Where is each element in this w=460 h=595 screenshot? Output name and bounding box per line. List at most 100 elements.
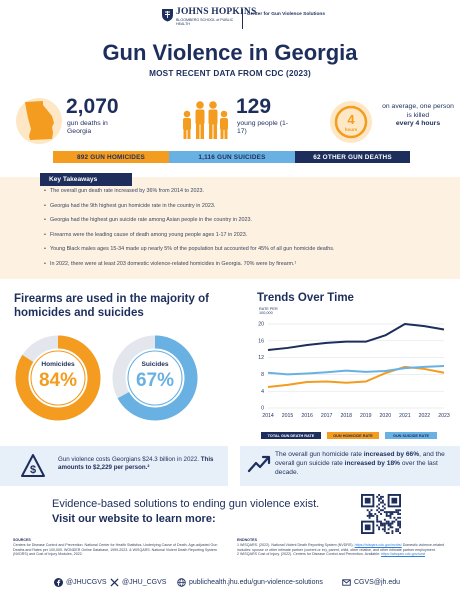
trend-panel <box>240 446 460 486</box>
x-tick-label: 2016 <box>301 413 313 419</box>
cost-statement: Gun violence costs Georgians $24.3 billi… <box>58 456 200 463</box>
qr-module <box>387 528 390 531</box>
university-name: JOHNS HOPKINS <box>176 7 257 17</box>
endnotes-heading: ENDNOTES <box>237 538 257 542</box>
globe-icon <box>177 578 186 587</box>
qr-module <box>385 514 388 517</box>
qr-module <box>383 503 386 506</box>
qr-module <box>397 511 400 514</box>
gun-deaths-breakdown-bar: 892 GUN HOMICIDES 1,116 GUN SUICIDES 62 … <box>53 151 410 163</box>
qr-module <box>387 524 390 527</box>
qr-module <box>395 511 398 514</box>
qr-module <box>381 495 384 498</box>
qr-module <box>378 528 381 531</box>
qr-module <box>376 516 379 519</box>
qr-module <box>389 526 392 529</box>
takeaway-item: Firearms were the leading cause of death… <box>44 232 444 247</box>
qr-module <box>399 522 401 525</box>
qr-module <box>368 516 371 519</box>
donut-fill <box>15 335 101 421</box>
trends-line-chart: 0 4 8 12 16 20 2014 2015 2016 2017 2018 2019 2020 202… <box>258 322 450 419</box>
footer-x[interactable]: @JHU_CGVS <box>110 578 166 587</box>
qr-module <box>374 513 377 515</box>
qr-module <box>383 522 386 525</box>
trend-text-mid: , and the overall gun suicide rate <box>275 451 445 467</box>
qr-module <box>389 516 392 519</box>
facebook-handle: @JHUCGVS <box>66 579 107 586</box>
qr-module <box>399 524 401 527</box>
qr-module <box>397 524 400 527</box>
qr-finder-core <box>391 497 398 504</box>
key-takeaways-heading: Key Takeaways <box>40 173 132 186</box>
y-tick-label: 16 <box>258 338 264 344</box>
qr-module <box>376 518 379 521</box>
homicides-label: Homicides <box>41 361 75 368</box>
svg-text:$: $ <box>30 464 36 476</box>
qr-module <box>385 513 388 515</box>
endnotes-text: 1 WISQARS. (2022). National Violent Deat… <box>237 543 449 557</box>
gun-deaths-value: 2,070 <box>66 95 119 118</box>
other-deaths-segment: 62 OTHER GUN DEATHS <box>295 151 410 163</box>
donut-fill <box>112 335 198 421</box>
qr-module <box>399 526 401 529</box>
qr-module <box>387 514 390 517</box>
qr-module <box>370 509 373 512</box>
key-takeaways-list: The overall gun death rate increased by … <box>44 188 444 275</box>
email-address: CGVS@jh.edu <box>354 579 401 586</box>
takeaway-item: Georgia had the highest gun suicide rate… <box>44 217 444 232</box>
qr-module <box>380 524 382 527</box>
clock-value: 4 <box>347 112 355 127</box>
trend-up-icon <box>247 455 271 473</box>
qr-module <box>376 495 379 498</box>
qr-module <box>387 532 390 534</box>
endnote-2: 2 WISQARS Cost of Injury. (2022). Center… <box>237 552 381 557</box>
young-deaths-value: 129 <box>236 95 272 118</box>
qr-module <box>366 514 369 517</box>
qr-module <box>366 509 369 512</box>
footer-website[interactable]: publichealth.jhu.edu/gun-violence-soluti… <box>177 578 323 587</box>
takeaway-item: The overall gun death rate increased by … <box>44 188 444 203</box>
x-tick-label: 2023 <box>438 413 450 419</box>
endnote-2-link[interactable]: https://wisqars.cdc.gov/cost <box>381 552 426 557</box>
email-icon <box>342 579 351 586</box>
legend-suicide-rate: GUN SUICIDE RATE <box>385 432 437 439</box>
endnote-1: 1 WISQARS. (2022). National Violent Deat… <box>237 543 354 547</box>
trends-y-units: RATE PER 100,000 <box>259 307 278 316</box>
qr-module <box>383 528 386 531</box>
x-tick-label: 2020 <box>380 413 392 419</box>
qr-module <box>378 526 381 529</box>
qr-module <box>387 520 390 523</box>
y-tick-label: 12 <box>258 355 264 361</box>
homicides-percent: 84% <box>38 370 78 391</box>
suicides-percent: 67% <box>135 370 175 391</box>
qr-module <box>381 528 384 531</box>
every-text: on average, one person is killed <box>382 103 454 119</box>
website-qr-code[interactable] <box>361 494 401 534</box>
footer-facebook[interactable]: @JHUCGVS <box>54 578 107 587</box>
sources-heading: SOURCES <box>13 538 31 542</box>
qr-module <box>380 513 382 515</box>
cost-text: Gun violence costs Georgians $24.3 billi… <box>58 456 223 472</box>
trend-text: The overall gun homicide rate increased … <box>275 451 453 477</box>
firearms-share-donuts <box>15 335 198 421</box>
firearms-share-heading: Firearms are used in the majority of hom… <box>14 293 209 319</box>
every-4-hours-text: on average, one person is killed every 4… <box>381 103 455 129</box>
endnote-1-link[interactable]: https://wisqars.cdc.gov/nvdrs/ <box>354 543 402 547</box>
qr-module <box>399 513 401 515</box>
trend-text-post: over the last decade. <box>275 459 438 476</box>
website-url: publichealth.jhu.edu/gun-violence-soluti… <box>189 579 323 586</box>
qr-module <box>376 524 379 527</box>
footer-email[interactable]: CGVS@jh.edu <box>342 578 400 587</box>
qr-module <box>381 522 384 525</box>
qr-module <box>397 530 400 533</box>
qr-module <box>399 520 401 523</box>
qr-module <box>376 505 379 508</box>
qr-module <box>381 499 384 502</box>
x-tick-label: 2015 <box>282 413 294 419</box>
qr-module <box>380 509 382 512</box>
suicides-donut <box>112 335 198 421</box>
qr-module <box>389 514 392 517</box>
qr-module <box>385 532 388 534</box>
qr-module <box>383 518 386 521</box>
gun-deaths-label: gun deaths in Georgia <box>67 120 108 136</box>
